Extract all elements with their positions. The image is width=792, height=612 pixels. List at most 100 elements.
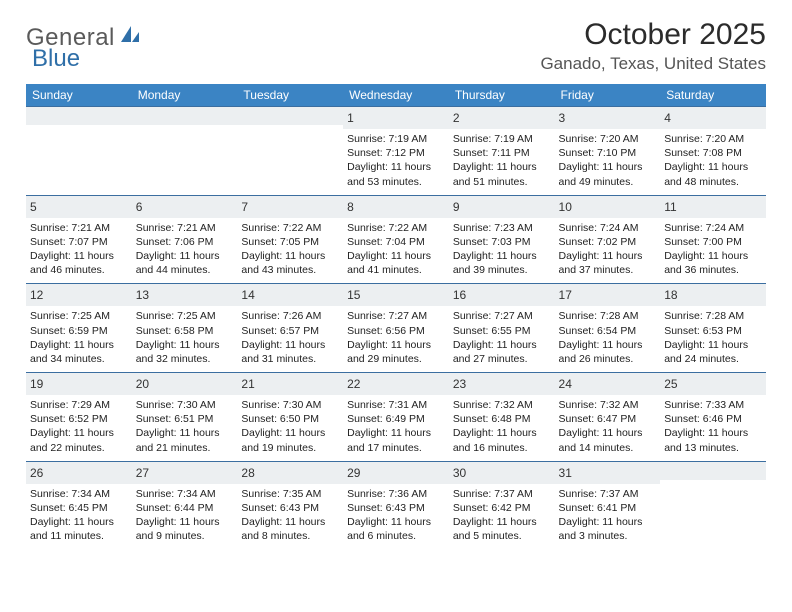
day-detail-line: Daylight: 11 hours xyxy=(136,338,234,352)
day-cell: 2Sunrise: 7:19 AMSunset: 7:11 PMDaylight… xyxy=(449,107,555,196)
day-number-bar: 17 xyxy=(555,284,661,306)
day-cell: 24Sunrise: 7:32 AMSunset: 6:47 PMDayligh… xyxy=(555,373,661,462)
day-number: 9 xyxy=(453,200,460,214)
day-detail-line: Sunrise: 7:32 AM xyxy=(453,398,551,412)
day-cell: 16Sunrise: 7:27 AMSunset: 6:55 PMDayligh… xyxy=(449,284,555,373)
day-details: Sunrise: 7:20 AMSunset: 7:10 PMDaylight:… xyxy=(559,132,657,189)
day-number: 18 xyxy=(664,288,677,302)
day-detail-line: and 43 minutes. xyxy=(241,263,339,277)
day-details: Sunrise: 7:32 AMSunset: 6:48 PMDaylight:… xyxy=(453,398,551,455)
day-number-bar xyxy=(26,107,132,125)
day-cell: 14Sunrise: 7:26 AMSunset: 6:57 PMDayligh… xyxy=(237,284,343,373)
day-detail-line: Sunset: 6:41 PM xyxy=(559,501,657,515)
day-detail-line: Sunset: 6:49 PM xyxy=(347,412,445,426)
day-detail-line: Daylight: 11 hours xyxy=(559,515,657,529)
day-details: Sunrise: 7:28 AMSunset: 6:54 PMDaylight:… xyxy=(559,309,657,366)
day-cell: 3 Sunrise: 7:20 AMSunset: 7:10 PMDaylight… xyxy=(555,107,661,196)
day-cell: 13Sunrise: 7:25 AMSunset: 6:58 PMDayligh… xyxy=(132,284,238,373)
day-cell: 6Sunrise: 7:21 AMSunset: 7:06 PMDaylight… xyxy=(132,195,238,284)
day-detail-line: Sunset: 7:05 PM xyxy=(241,235,339,249)
day-cell: 28 Sunrise: 7:35 AMSunset: 6:43 PMDayligh… xyxy=(237,461,343,549)
day-detail-line: Daylight: 11 hours xyxy=(664,426,762,440)
day-detail-line: Sunset: 7:06 PM xyxy=(136,235,234,249)
day-detail-line: Sunset: 6:44 PM xyxy=(136,501,234,515)
day-number-bar: 25 xyxy=(660,373,766,395)
day-details: Sunrise: 7:33 AMSunset: 6:46 PMDaylight:… xyxy=(664,398,762,455)
day-cell: 11Sunrise: 7:24 AMSunset: 7:00 PMDayligh… xyxy=(660,195,766,284)
day-detail-line: Sunset: 6:53 PM xyxy=(664,324,762,338)
dow-cell: Friday xyxy=(555,84,661,107)
day-number: 17 xyxy=(559,288,572,302)
day-details: Sunrise: 7:20 AMSunset: 7:08 PMDaylight:… xyxy=(664,132,762,189)
day-details: Sunrise: 7:24 AMSunset: 7:02 PMDaylight:… xyxy=(559,221,657,278)
day-detail-line: and 27 minutes. xyxy=(453,352,551,366)
day-detail-line: Sunset: 7:08 PM xyxy=(664,146,762,160)
day-number: 15 xyxy=(347,288,360,302)
day-detail-line: and 14 minutes. xyxy=(559,441,657,455)
day-detail-line: Sunrise: 7:21 AM xyxy=(30,221,128,235)
day-detail-line: Sunrise: 7:20 AM xyxy=(664,132,762,146)
day-number-bar: 15 xyxy=(343,284,449,306)
day-cell: 30Sunrise: 7:37 AMSunset: 6:42 PMDayligh… xyxy=(449,461,555,549)
day-detail-line: Sunset: 6:54 PM xyxy=(559,324,657,338)
day-detail-line: and 49 minutes. xyxy=(559,175,657,189)
day-cell: 12 Sunrise: 7:25 AMSunset: 6:59 PMDayligh… xyxy=(26,284,132,373)
day-detail-line: Sunset: 6:46 PM xyxy=(664,412,762,426)
day-detail-line: Daylight: 11 hours xyxy=(559,338,657,352)
day-cell: 31Sunrise: 7:37 AMSunset: 6:41 PMDayligh… xyxy=(555,461,661,549)
day-detail-line: and 17 minutes. xyxy=(347,441,445,455)
day-cell xyxy=(132,107,238,196)
day-detail-line: and 11 minutes. xyxy=(30,529,128,543)
day-detail-line: Sunrise: 7:35 AM xyxy=(241,487,339,501)
day-number-bar: 1 xyxy=(343,107,449,129)
day-details: Sunrise: 7:26 AMSunset: 6:57 PMDaylight:… xyxy=(241,309,339,366)
day-details: Sunrise: 7:37 AMSunset: 6:41 PMDaylight:… xyxy=(559,487,657,544)
day-number-bar: 20 xyxy=(132,373,238,395)
dow-cell: Thursday xyxy=(449,84,555,107)
header: General October 2025 Ganado, Texas, Unit… xyxy=(26,18,766,74)
day-detail-line: Daylight: 11 hours xyxy=(347,515,445,529)
day-detail-line: and 31 minutes. xyxy=(241,352,339,366)
day-detail-line: and 22 minutes. xyxy=(30,441,128,455)
day-details: Sunrise: 7:22 AMSunset: 7:05 PMDaylight:… xyxy=(241,221,339,278)
day-number: 12 xyxy=(30,288,43,302)
day-number-bar: 21 xyxy=(237,373,343,395)
calendar-table: SundayMondayTuesdayWednesdayThursdayFrid… xyxy=(26,84,766,549)
day-details: Sunrise: 7:35 AMSunset: 6:43 PMDaylight:… xyxy=(241,487,339,544)
week-row: 1Sunrise: 7:19 AMSunset: 7:12 PMDaylight… xyxy=(26,107,766,196)
day-number: 25 xyxy=(664,377,677,391)
day-details: Sunrise: 7:27 AMSunset: 6:55 PMDaylight:… xyxy=(453,309,551,366)
day-number: 8 xyxy=(347,200,354,214)
day-details: Sunrise: 7:29 AMSunset: 6:52 PMDaylight:… xyxy=(30,398,128,455)
day-details: Sunrise: 7:25 AMSunset: 6:59 PMDaylight:… xyxy=(30,309,128,366)
day-detail-line: Daylight: 11 hours xyxy=(347,338,445,352)
day-detail-line: Sunrise: 7:37 AM xyxy=(453,487,551,501)
day-details: Sunrise: 7:19 AMSunset: 7:11 PMDaylight:… xyxy=(453,132,551,189)
day-detail-line: Sunset: 6:57 PM xyxy=(241,324,339,338)
day-number: 28 xyxy=(241,466,254,480)
day-detail-line: Sunrise: 7:32 AM xyxy=(559,398,657,412)
day-detail-line: Daylight: 11 hours xyxy=(347,160,445,174)
dow-cell: Sunday xyxy=(26,84,132,107)
day-detail-line: and 26 minutes. xyxy=(559,352,657,366)
dow-cell: Saturday xyxy=(660,84,766,107)
day-detail-line: Sunset: 6:51 PM xyxy=(136,412,234,426)
day-detail-line: and 3 minutes. xyxy=(559,529,657,543)
day-number: 29 xyxy=(347,466,360,480)
sail-icon xyxy=(119,24,141,49)
day-number-bar: 3 xyxy=(555,107,661,129)
day-detail-line: Sunrise: 7:27 AM xyxy=(453,309,551,323)
title-block: October 2025 Ganado, Texas, United State… xyxy=(540,18,766,74)
day-detail-line: Sunrise: 7:30 AM xyxy=(241,398,339,412)
day-detail-line: and 46 minutes. xyxy=(30,263,128,277)
day-number-bar: 9 xyxy=(449,196,555,218)
day-cell: 19Sunrise: 7:29 AMSunset: 6:52 PMDayligh… xyxy=(26,373,132,462)
day-detail-line: Sunrise: 7:30 AM xyxy=(136,398,234,412)
day-cell: 10Sunrise: 7:24 AMSunset: 7:02 PMDayligh… xyxy=(555,195,661,284)
dow-cell: Monday xyxy=(132,84,238,107)
logo-word2: Blue xyxy=(32,45,80,73)
day-detail-line: Daylight: 11 hours xyxy=(559,426,657,440)
month-title: October 2025 xyxy=(540,18,766,52)
day-cell: 21Sunrise: 7:30 AMSunset: 6:50 PMDayligh… xyxy=(237,373,343,462)
day-number: 22 xyxy=(347,377,360,391)
